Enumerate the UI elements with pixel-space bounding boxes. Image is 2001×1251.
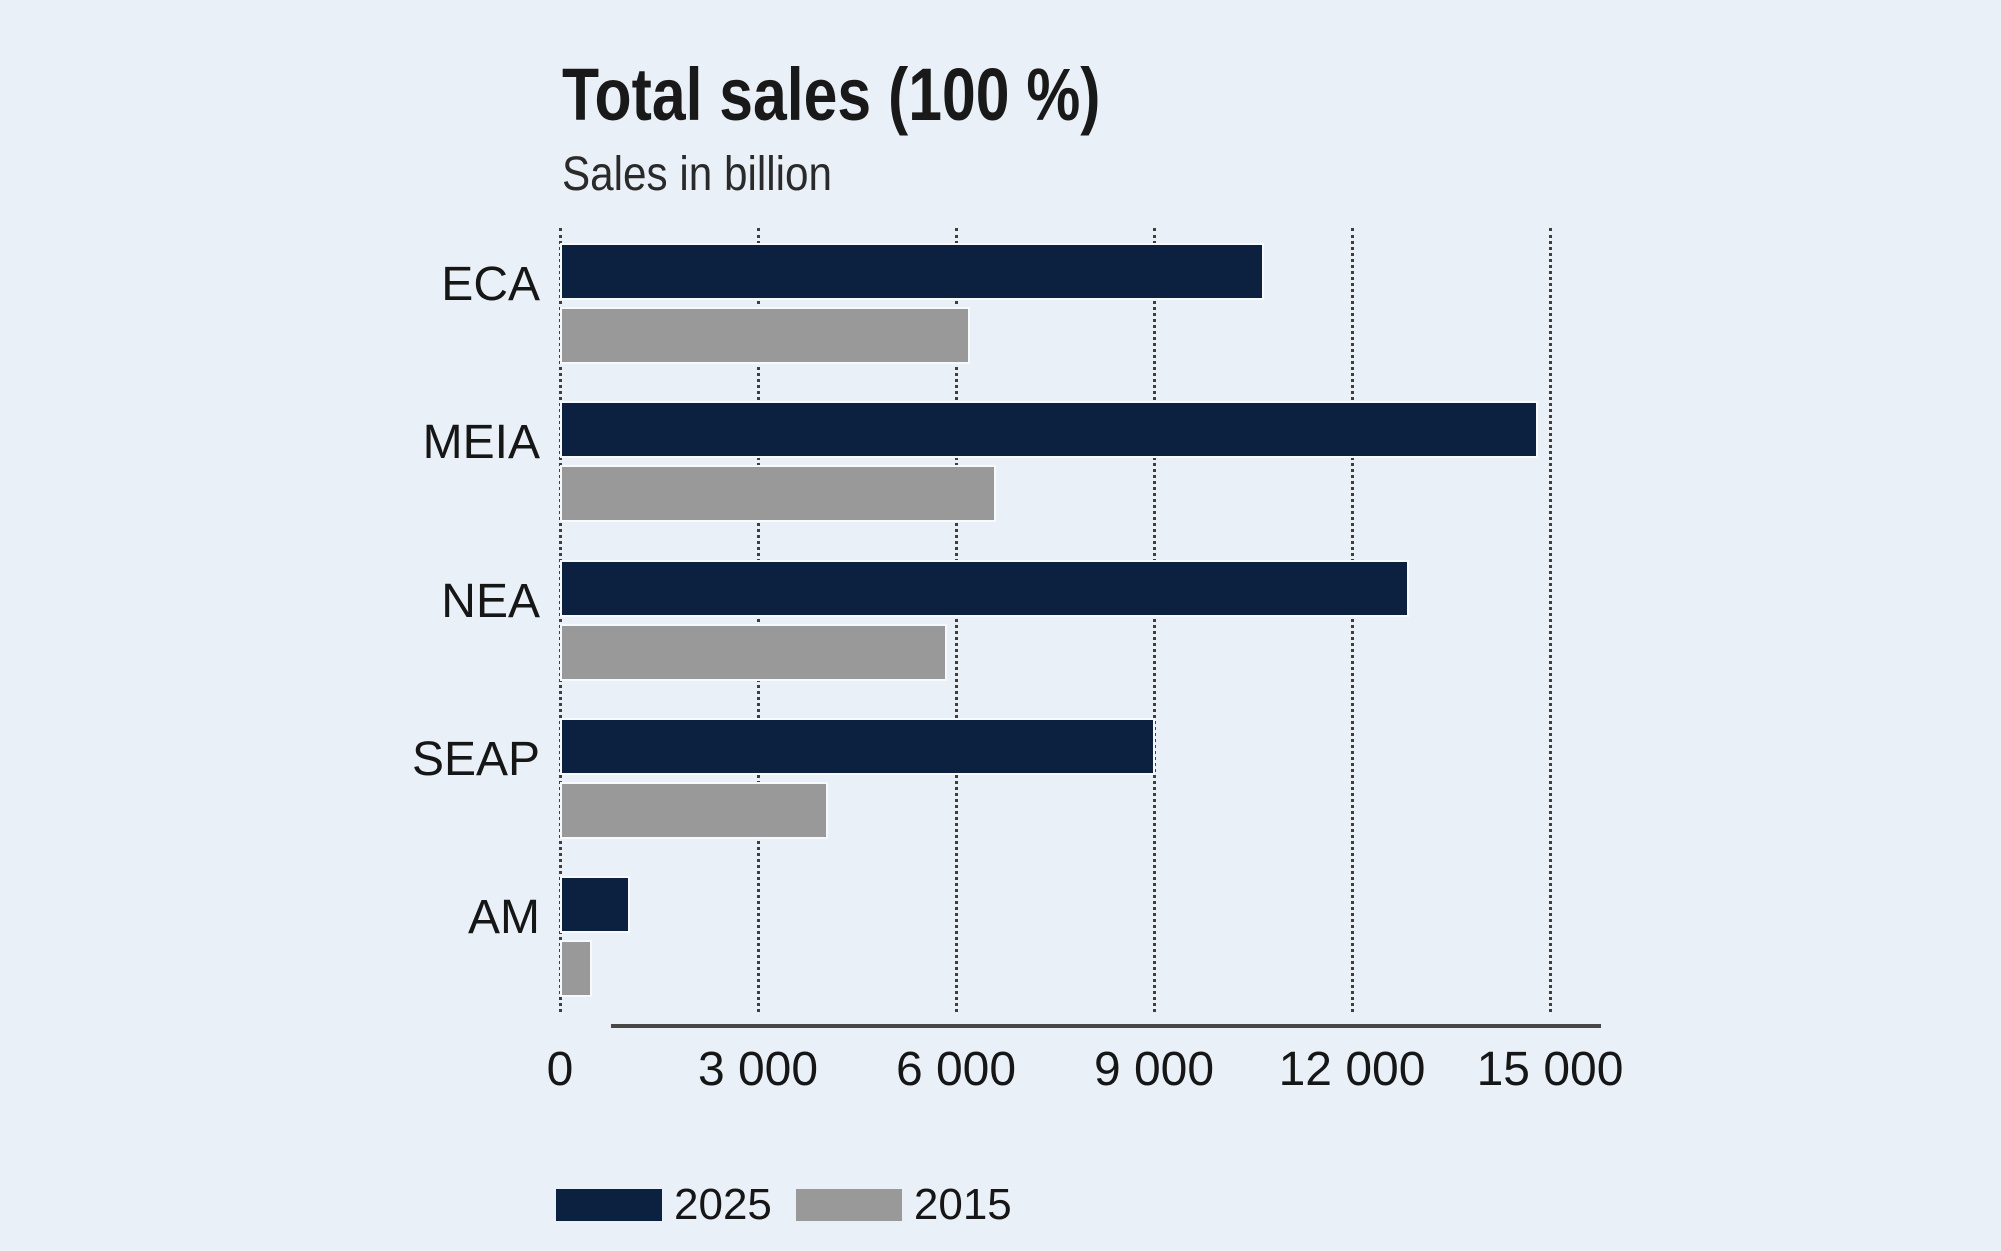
x-tick-label-0: 0 [546, 1043, 574, 1096]
bar-2025-meia [560, 401, 1538, 458]
gridline-0 [559, 228, 562, 1012]
legend-label-2015: 2015 [913, 1180, 1012, 1229]
chart-subtitle: Sales in billion [562, 148, 833, 201]
legend-swatch-2015 [795, 1189, 902, 1221]
legend-label-2025: 2025 [674, 1180, 772, 1229]
bar-2015-am [560, 940, 593, 997]
gridline-9000 [1153, 228, 1156, 1012]
bar-2015-meia [560, 465, 997, 522]
x-tick-label-9000: 9 000 [1093, 1043, 1215, 1096]
category-label-eca: ECA [441, 258, 540, 311]
bar-2025-am [560, 876, 630, 933]
x-tick-label-15000: 15 000 [1476, 1043, 1624, 1096]
legend-swatch-2025 [556, 1189, 662, 1221]
category-label-am: AM [468, 891, 540, 944]
x-tick-label-3000: 3 000 [697, 1043, 819, 1096]
chart-title: Total sales (100 %) [562, 53, 1101, 136]
category-label-meia: MEIA [422, 416, 540, 469]
bar-2025-nea [560, 560, 1409, 617]
x-tick-label-12000: 12 000 [1278, 1043, 1426, 1096]
bar-2025-eca [560, 243, 1264, 300]
legend: 2025 2015 [556, 1183, 1012, 1227]
bar-2015-seap [560, 782, 828, 839]
category-label-nea: NEA [441, 575, 540, 628]
gridline-12000 [1351, 228, 1354, 1012]
x-axis-line [611, 1024, 1601, 1028]
category-label-seap: SEAP [411, 733, 540, 786]
gridline-3000 [757, 228, 760, 1012]
x-tick-label-6000: 6 000 [895, 1043, 1017, 1096]
bar-2025-seap [560, 718, 1155, 775]
gridline-6000 [955, 228, 958, 1012]
gridline-15000 [1549, 228, 1552, 1012]
bar-2015-eca [560, 307, 970, 364]
bar-2015-nea [560, 624, 947, 681]
